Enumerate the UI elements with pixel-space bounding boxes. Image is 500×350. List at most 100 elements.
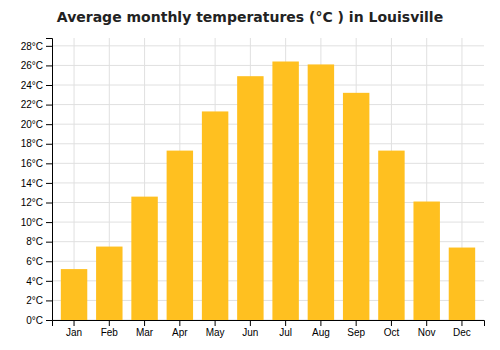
tick-label: 28°C [21, 41, 43, 52]
tick: 12°C [21, 197, 52, 208]
tick-label: Feb [101, 327, 119, 338]
tick-mark [46, 65, 52, 66]
tick-label: Jun [242, 327, 258, 338]
tick-mark [179, 320, 180, 326]
tick-label: 0°C [26, 315, 43, 326]
bar [308, 64, 334, 320]
tick: 4°C [26, 276, 52, 287]
grid-line [52, 85, 484, 86]
tick-label: 10°C [21, 217, 43, 228]
tick-mark [46, 300, 52, 301]
tick: 2°C [26, 295, 52, 306]
tick: 28°C [21, 41, 52, 52]
tick-label: 12°C [21, 197, 43, 208]
tick-mark [46, 261, 52, 262]
tick: Nov [418, 320, 436, 338]
grid [52, 38, 484, 320]
tick: 14°C [21, 178, 52, 189]
tick-label: Jul [279, 327, 292, 338]
tick-label: 8°C [26, 236, 43, 247]
tick-mark [46, 85, 52, 86]
bars [61, 62, 475, 321]
plot: 0°C 2°C 4°C 6°C 8°C 10°C 12°C 14°C 16°C 18°C 20°C 2… [21, 38, 485, 338]
tick-label: Nov [418, 327, 436, 338]
tick: Apr [172, 320, 188, 338]
bar [413, 202, 439, 320]
tick: 0°C [26, 315, 52, 326]
tick-mark [46, 46, 52, 47]
tick-label: 6°C [26, 256, 43, 267]
bar [167, 151, 193, 320]
tick-label: 26°C [21, 60, 43, 71]
tick: Aug [312, 320, 330, 338]
tick: 18°C [21, 138, 52, 149]
tick-mark [46, 281, 52, 282]
tick: 16°C [21, 158, 52, 169]
tick-label: 22°C [21, 99, 43, 110]
tick-mark [144, 320, 145, 326]
grid-line [52, 163, 484, 164]
grid-line [52, 143, 484, 144]
tick: Jul [279, 320, 292, 338]
tick-mark [46, 144, 52, 145]
grid-line [52, 124, 484, 125]
tick-label: Mar [136, 327, 154, 338]
tick-label: Dec [453, 327, 471, 338]
bar [237, 76, 263, 320]
title: Average monthly temperatures (°C ) in Lo… [57, 9, 443, 25]
tick-label: 16°C [21, 158, 43, 169]
x-axis: Jan Feb Mar Apr May Jun Jul Aug Sep Oct Nov Dec [53, 320, 485, 338]
tick-mark [46, 124, 52, 125]
tick-mark [461, 320, 462, 326]
axis-line [46, 39, 53, 321]
chart: 0°C 2°C 4°C 6°C 8°C 10°C 12°C 14°C 16°C 18°C 20°C 2… [0, 0, 500, 350]
tick-mark [320, 320, 321, 326]
tick-mark [46, 222, 52, 223]
tick-label: Oct [384, 327, 400, 338]
tick-mark [46, 320, 52, 321]
tick-mark [285, 320, 286, 326]
tick: Jun [242, 320, 258, 338]
tick-mark [391, 320, 392, 326]
tick: 24°C [21, 80, 52, 91]
bar [96, 247, 122, 320]
grid-line [52, 104, 484, 105]
bar [378, 151, 404, 320]
tick-label: 18°C [21, 138, 43, 149]
tick-label: Sep [347, 327, 365, 338]
tick: 20°C [21, 119, 52, 130]
tick-label: Apr [172, 327, 188, 338]
tick-label: 2°C [26, 295, 43, 306]
bar [343, 93, 369, 320]
tick-mark [109, 320, 110, 326]
tick: 26°C [21, 60, 52, 71]
grid-line [52, 45, 484, 46]
bar [202, 111, 228, 320]
tick: Dec [453, 320, 471, 338]
tick-mark [46, 163, 52, 164]
tick-mark [426, 320, 427, 326]
tick-label: 14°C [21, 178, 43, 189]
tick: 8°C [26, 236, 52, 247]
tick: Oct [384, 320, 400, 338]
bar [449, 248, 475, 320]
bar [61, 269, 87, 320]
tick: Sep [347, 320, 365, 338]
tick-mark [215, 320, 216, 326]
tick: May [206, 320, 225, 338]
tick-mark [46, 242, 52, 243]
tick-label: 24°C [21, 80, 43, 91]
tick-mark [46, 203, 52, 204]
tick-label: 20°C [21, 119, 43, 130]
tick-label: Jan [66, 327, 82, 338]
bar [131, 197, 157, 320]
tick: Feb [101, 320, 119, 338]
tick-mark [250, 320, 251, 326]
tick-mark [74, 320, 75, 326]
tick: 10°C [21, 217, 52, 228]
tick-mark [356, 320, 357, 326]
tick-label: May [206, 327, 225, 338]
tick-mark [46, 105, 52, 106]
y-axis: 0°C 2°C 4°C 6°C 8°C 10°C 12°C 14°C 16°C 18°C 20°C 2… [21, 39, 53, 326]
tick-label: 4°C [26, 276, 43, 287]
